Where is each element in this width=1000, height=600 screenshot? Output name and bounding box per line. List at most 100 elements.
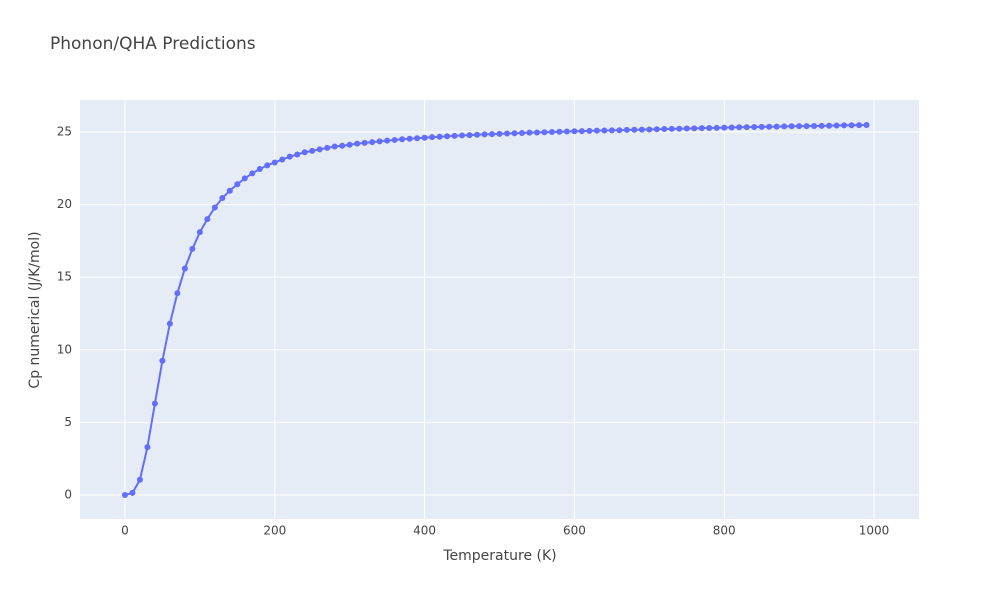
data-point [661,126,668,133]
data-point [743,124,750,131]
data-point [391,136,398,143]
data-point [721,124,728,131]
y-tick-label: 10 [57,342,72,356]
data-point [676,125,683,132]
data-point [571,128,578,135]
data-point [803,123,810,130]
data-point [136,476,143,483]
data-point [444,133,451,140]
data-point [129,489,136,496]
data-point [818,122,825,129]
data-point [608,127,615,134]
y-axis-title: Cp numerical (J/K/mol) [27,231,43,388]
data-point [863,121,870,128]
y-tick-label: 20 [57,197,72,211]
chart-title: Phonon/QHA Predictions [50,34,256,54]
data-point [196,229,203,236]
x-tick-label: 800 [713,524,736,538]
data-point [466,132,473,139]
data-point [706,125,713,132]
data-point [593,127,600,134]
x-tick-label: 1000 [859,524,890,538]
data-point [429,134,436,141]
data-point [563,128,570,135]
data-point [683,125,690,132]
y-tick-label: 5 [64,415,72,429]
data-point [631,126,638,133]
data-point [159,357,166,364]
data-point [758,123,765,130]
data-point [796,123,803,130]
data-point [174,290,181,297]
data-point [204,216,211,223]
data-point [556,128,563,135]
data-point [189,245,196,252]
data-point [331,143,338,150]
data-point [459,132,466,139]
data-point [623,126,630,133]
data-point [788,123,795,130]
data-point [691,125,698,132]
data-point [578,128,585,135]
data-point [766,123,773,130]
data-point [848,122,855,129]
data-point [638,126,645,133]
data-point [339,142,346,149]
data-point [833,122,840,129]
data-point [481,131,488,138]
data-point [354,140,361,147]
data-point [301,149,308,156]
data-point [219,195,226,202]
data-point [151,400,158,407]
data-point [451,132,458,139]
data-point [653,126,660,133]
data-point [489,131,496,138]
x-tick-label: 400 [413,524,436,538]
data-point [826,122,833,129]
data-point [616,127,623,134]
x-tick-label: 600 [563,524,586,538]
data-point [548,128,555,135]
data-point [316,146,323,153]
data-point [406,135,413,142]
data-point [713,124,720,131]
data-point [474,131,481,138]
data-point [369,139,376,146]
data-point [376,138,383,145]
data-point [736,124,743,131]
data-point [436,133,443,140]
data-point [518,129,525,136]
data-point [324,144,331,151]
data-point [181,265,188,272]
x-tick-label: 200 [263,524,286,538]
y-tick-label: 15 [57,270,72,284]
data-point [646,126,653,133]
data-point [361,139,368,146]
data-point [241,175,248,182]
data-point [698,125,705,132]
data-point [226,187,233,194]
data-point [601,127,608,134]
data-point [586,127,593,134]
data-point [249,170,256,177]
x-axis-title: Temperature (K) [442,548,556,564]
data-point [256,165,263,172]
y-tick-label: 0 [64,488,72,502]
y-tick-label: 25 [57,124,72,138]
data-point [264,162,271,169]
data-point [668,125,675,132]
data-point [121,492,128,499]
data-point [503,130,510,137]
data-point [384,137,391,144]
data-point [781,123,788,130]
data-point [346,141,353,148]
data-point [751,124,758,131]
plot-area [80,100,919,519]
data-point [286,153,293,160]
data-point [728,124,735,131]
x-tick-label: 0 [121,524,129,538]
data-point [279,156,286,163]
data-point [496,130,503,137]
data-point [271,159,278,166]
data-point [811,122,818,129]
